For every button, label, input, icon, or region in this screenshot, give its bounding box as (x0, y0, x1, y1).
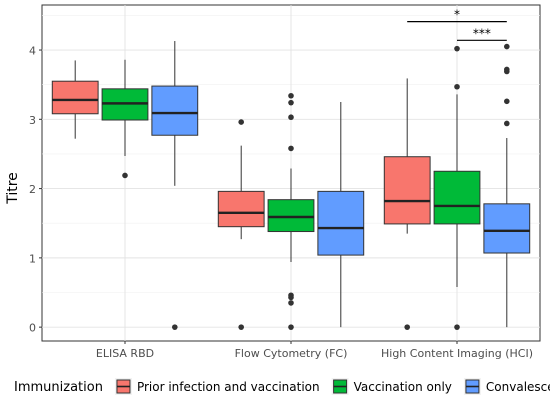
y-tick-label: 4 (29, 45, 36, 58)
box-body (317, 190, 365, 256)
legend: Immunization Prior infection and vaccina… (14, 378, 550, 395)
x-tick-label: High Content Imaging (HCI) (381, 347, 533, 360)
box-1-0 (101, 59, 149, 179)
legend-label: Vaccination only (354, 380, 452, 394)
legend-item-1: Vaccination only (331, 378, 452, 395)
box-body (483, 203, 531, 254)
box-0-2 (383, 78, 431, 330)
outlier-point (504, 43, 510, 50)
y-tick-label: 0 (29, 322, 36, 335)
box-0-0 (51, 60, 99, 139)
outlier-point (288, 324, 294, 330)
box-body (383, 156, 431, 225)
outlier-point (288, 92, 294, 99)
x-tick-label: ELISA RBD (96, 347, 154, 360)
significance-label: *** (473, 26, 491, 40)
axis-layer: 0 1 2 3 4 ELISA RBD Flow Cytometry (FC) High Co… (29, 45, 533, 360)
box-1-2 (433, 45, 481, 330)
box-2-0 (151, 41, 199, 330)
y-tick-label: 2 (29, 183, 36, 196)
outlier-point (454, 45, 460, 52)
outlier-point (122, 172, 128, 179)
box-body (217, 190, 265, 228)
significance-layer: **** (407, 8, 507, 41)
x-tick-label: Flow Cytometry (FC) (235, 347, 348, 360)
outlier-point (288, 300, 294, 306)
y-tick-label: 1 (29, 252, 36, 265)
legend-label: Convalescent (486, 380, 550, 394)
outlier-point (404, 324, 411, 330)
outlier-point (288, 114, 294, 121)
box-2-1 (317, 101, 365, 328)
outlier-point (172, 324, 178, 330)
legend-item-0: Prior infection and vaccination (114, 378, 320, 395)
y-tick-label: 3 (29, 114, 36, 127)
box-body (51, 80, 99, 115)
box-0-1 (217, 119, 265, 330)
box-body (433, 170, 481, 225)
box-layer (51, 41, 531, 330)
outlier-point (288, 294, 294, 301)
legend-title: Immunization (14, 380, 103, 395)
legend-label: Prior infection and vaccination (137, 380, 320, 394)
outlier-point (504, 120, 510, 127)
outlier-point (288, 99, 294, 106)
outlier-point (454, 324, 460, 330)
outlier-point (504, 68, 510, 75)
outlier-point (238, 119, 244, 125)
outlier-point (238, 324, 244, 330)
y-axis-title: Titre (5, 172, 21, 205)
outlier-point (504, 98, 510, 105)
significance-label: * (454, 8, 460, 22)
box-body (267, 199, 315, 233)
box-2-2 (483, 43, 531, 328)
outlier-point (454, 83, 460, 90)
box-1-1 (267, 92, 315, 330)
outlier-point (288, 145, 294, 152)
box-body (151, 85, 199, 136)
legend-item-2: Convalescent (463, 378, 550, 395)
